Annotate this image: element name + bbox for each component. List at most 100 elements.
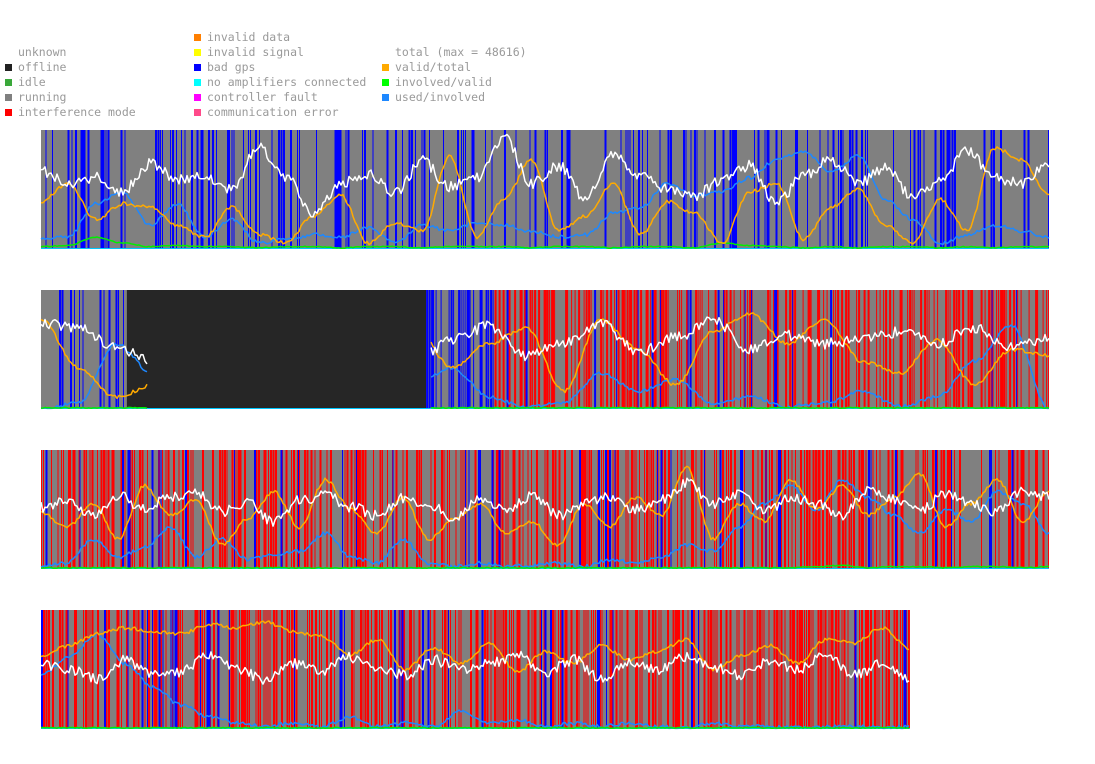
status-stripe — [835, 290, 837, 409]
chart-panel-1 — [40, 130, 1050, 250]
status-stripe — [79, 290, 80, 409]
status-stripe — [224, 450, 226, 569]
status-stripe — [820, 610, 822, 729]
status-stripe — [847, 290, 850, 409]
status-stripe — [147, 450, 148, 569]
status-stripe — [729, 290, 732, 409]
status-stripe — [844, 450, 847, 569]
status-stripe — [826, 290, 828, 409]
status-stripe — [928, 290, 930, 409]
status-stripe — [696, 130, 698, 249]
status-stripe — [364, 610, 367, 729]
legend-label: used/involved — [395, 90, 486, 104]
status-stripe — [1028, 290, 1030, 409]
status-stripe — [681, 290, 683, 409]
status-stripe — [115, 290, 118, 409]
status-stripe — [549, 290, 551, 409]
status-stripe — [558, 610, 559, 729]
status-stripe — [660, 450, 663, 569]
status-stripe — [644, 450, 645, 569]
status-stripe — [917, 450, 919, 569]
status-stripe — [334, 610, 335, 729]
status-stripe — [462, 290, 464, 409]
status-stripe — [550, 610, 552, 729]
legend-label: involved/valid — [395, 75, 492, 89]
status-stripe — [1042, 290, 1044, 409]
status-stripe — [885, 610, 888, 729]
status-stripe — [740, 450, 743, 569]
status-stripe — [531, 450, 532, 569]
status-stripe — [934, 130, 937, 249]
status-stripe — [181, 130, 182, 249]
status-stripe — [581, 450, 584, 569]
status-stripe — [888, 610, 890, 729]
status-stripe — [646, 450, 648, 569]
status-stripe — [806, 450, 808, 569]
status-stripe — [91, 450, 94, 569]
status-stripe — [87, 130, 90, 249]
chart-panel-3 — [40, 450, 1050, 570]
status-stripe — [806, 610, 807, 729]
status-stripe — [221, 450, 224, 569]
status-stripe — [766, 130, 770, 249]
status-stripe — [532, 290, 534, 409]
status-stripe — [756, 610, 759, 729]
status-stripe — [283, 130, 285, 249]
status-stripe — [865, 450, 867, 569]
status-stripe — [105, 450, 107, 569]
status-stripe — [260, 610, 261, 729]
status-stripe — [162, 130, 163, 249]
status-stripe — [937, 290, 939, 409]
status-stripe — [835, 610, 837, 729]
status-stripe — [853, 450, 855, 569]
status-stripe — [657, 450, 658, 569]
series-line-valid-total — [40, 620, 910, 673]
status-stripe — [576, 610, 578, 729]
status-stripe — [686, 290, 689, 409]
status-stripe — [162, 450, 163, 569]
status-stripe — [86, 450, 87, 569]
status-stripe — [826, 450, 828, 569]
status-stripe — [394, 610, 396, 729]
status-stripe — [728, 450, 729, 569]
status-stripe — [789, 290, 792, 409]
status-stripe — [475, 610, 479, 729]
status-stripe — [180, 610, 181, 729]
status-stripe — [490, 290, 493, 409]
status-stripe — [67, 130, 70, 249]
status-stripe — [538, 290, 541, 409]
status-stripe — [899, 290, 903, 409]
status-band — [41, 610, 910, 729]
status-stripe — [473, 290, 475, 409]
status-stripe — [208, 130, 210, 249]
status-stripe — [177, 610, 180, 729]
status-stripe — [144, 610, 146, 729]
status-stripe — [306, 450, 309, 569]
status-stripe — [970, 290, 974, 409]
legend-label: interference mode — [18, 105, 136, 119]
status-stripe — [291, 610, 293, 729]
series-line-valid-total — [40, 146, 1050, 246]
status-stripe — [290, 130, 292, 249]
status-stripe — [178, 450, 180, 569]
status-stripe — [1028, 450, 1030, 569]
status-stripe — [443, 130, 444, 249]
status-stripe — [911, 290, 913, 409]
status-stripe — [1048, 130, 1049, 249]
status-stripe — [192, 450, 194, 569]
status-stripe — [1023, 450, 1025, 569]
status-stripe — [865, 610, 868, 729]
status-stripe — [176, 130, 177, 249]
status-stripe — [927, 450, 928, 569]
status-stripe — [52, 610, 54, 729]
status-stripe — [165, 450, 167, 569]
legend-label: offline — [18, 60, 67, 74]
status-stripe — [629, 130, 631, 249]
status-stripe — [891, 450, 894, 569]
status-stripe — [954, 130, 956, 249]
series-line-valid-total — [40, 318, 148, 400]
status-stripe — [601, 450, 602, 569]
status-stripe — [1000, 130, 1002, 249]
status-stripe — [527, 610, 530, 729]
status-stripe — [429, 130, 430, 249]
